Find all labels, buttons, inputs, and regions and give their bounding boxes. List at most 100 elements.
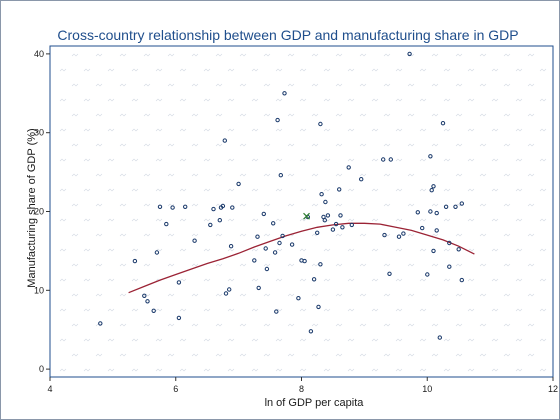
data-point — [176, 315, 182, 321]
x-tick-label: 6 — [173, 384, 178, 394]
x-tick-label: 8 — [299, 384, 304, 394]
data-point — [425, 272, 430, 277]
data-point — [272, 250, 278, 255]
x-axis-label: ln of GDP per capita — [265, 397, 365, 409]
data-point — [318, 121, 323, 127]
data-point — [255, 234, 260, 239]
data-point — [346, 165, 351, 170]
data-point — [440, 121, 446, 126]
data-point — [289, 242, 295, 247]
data-point — [227, 287, 232, 292]
data-point — [311, 277, 317, 282]
data-point — [264, 266, 270, 272]
data-point — [447, 240, 452, 246]
data-point — [211, 206, 216, 212]
data-point — [220, 203, 226, 209]
chart-title: Cross-country relationship between GDP a… — [57, 27, 518, 43]
data-point — [388, 157, 393, 162]
data-point — [256, 285, 261, 291]
data-point — [208, 222, 213, 228]
data-point — [157, 204, 163, 210]
data-point — [280, 233, 285, 239]
data-point — [387, 271, 392, 276]
data-point — [318, 262, 323, 267]
data-point — [275, 117, 280, 123]
data-point — [142, 293, 147, 298]
data-point — [338, 213, 343, 218]
data-point — [271, 221, 276, 226]
data-point — [319, 192, 324, 197]
data-point — [217, 218, 223, 223]
data-point — [132, 258, 138, 264]
data-point — [434, 210, 439, 216]
data-point — [456, 247, 461, 252]
data-point — [349, 222, 354, 228]
data-point — [252, 258, 257, 263]
data-point — [296, 296, 301, 301]
data-point — [407, 51, 412, 57]
data-point — [459, 201, 464, 206]
data-point — [428, 209, 433, 214]
data-point — [330, 227, 336, 232]
y-tick-label: 10 — [34, 285, 44, 295]
data-point — [145, 299, 150, 304]
x-tick-label: 4 — [47, 384, 52, 394]
y-tick-label: 0 — [39, 364, 44, 374]
data-point — [230, 205, 235, 210]
data-point — [164, 221, 169, 227]
data-point — [170, 205, 175, 210]
data-point — [223, 291, 229, 296]
data-point — [278, 173, 283, 178]
x-tick-label: 12 — [548, 384, 558, 394]
data-point — [443, 204, 449, 210]
pattern-marks — [59, 53, 547, 372]
data-point — [302, 258, 307, 264]
y-axis-label: Manufacturing share of GDP (%) — [26, 128, 38, 287]
x-axis: 4 6 8 10 12 — [47, 377, 558, 394]
data-point — [98, 321, 103, 326]
data-point — [308, 329, 314, 334]
data-point — [261, 211, 266, 217]
data-point — [359, 177, 364, 182]
data-point — [316, 304, 321, 310]
y-tick-label: 20 — [34, 207, 44, 217]
data-point — [381, 157, 386, 162]
highlight-marker — [303, 212, 310, 220]
data-point — [315, 230, 320, 236]
data-point — [431, 184, 436, 189]
y-tick-label: 40 — [34, 49, 44, 59]
plot-background-pattern — [59, 53, 547, 372]
data-point — [415, 210, 420, 215]
data-point — [322, 218, 327, 223]
data-point — [431, 248, 436, 254]
data-point — [453, 204, 458, 210]
data-point — [340, 225, 345, 230]
data-point — [274, 309, 279, 314]
data-point — [277, 240, 282, 246]
y-axis: 0 10 20 30 40 — [34, 49, 50, 374]
scatter-points — [98, 51, 464, 340]
highlight-point — [303, 212, 310, 220]
data-point — [447, 264, 452, 269]
data-point — [337, 187, 342, 192]
data-point — [222, 138, 228, 143]
data-point — [429, 188, 434, 193]
data-point — [459, 277, 464, 283]
data-point — [382, 232, 387, 238]
data-point — [228, 244, 234, 249]
data-point — [263, 246, 268, 251]
data-point — [333, 221, 339, 227]
data-point — [434, 228, 439, 233]
data-point — [183, 204, 188, 210]
data-point — [236, 181, 241, 187]
data-point — [325, 213, 331, 218]
data-point — [437, 335, 442, 340]
data-point — [420, 225, 425, 231]
data-point — [154, 250, 160, 255]
data-point — [428, 154, 433, 159]
data-point — [176, 280, 182, 285]
data-point — [401, 231, 406, 236]
